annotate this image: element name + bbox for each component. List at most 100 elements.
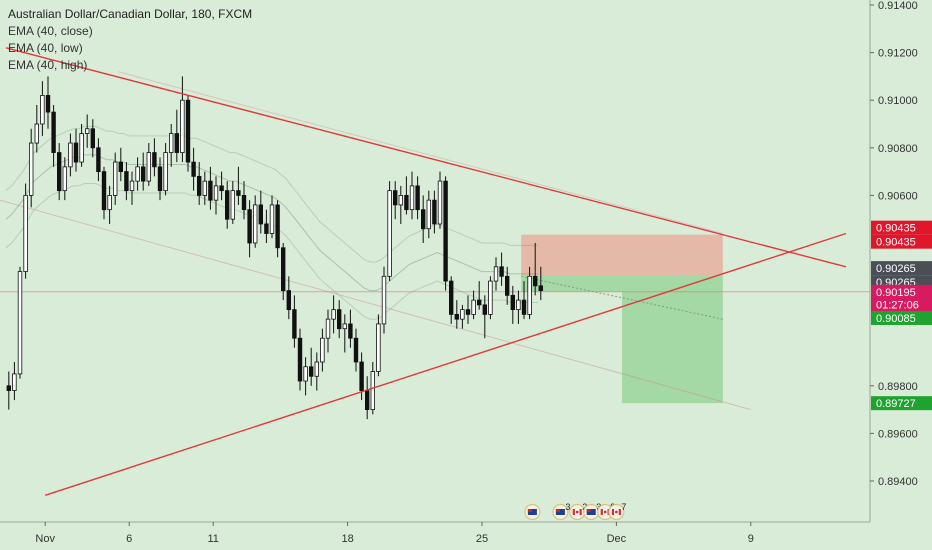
legend-ema-high[interactable]: EMA (40, high) [8,58,88,72]
take-profit-zone [521,275,723,404]
candle [476,281,482,310]
au-flag-icon [586,509,596,515]
y-tick-label: 0.91400 [878,0,918,12]
candle [521,281,527,320]
candle [387,181,392,282]
candle-body [258,204,263,225]
price-tag: 0.90265 [871,261,932,276]
price-tag: 01:27:06 [871,297,932,312]
event-marker[interactable]: 3 [552,502,571,521]
candle [297,328,303,391]
candle-body [107,194,112,211]
x-tick-label: Dec [607,533,627,545]
candle [409,171,415,220]
candle [437,171,443,229]
candle-body [129,180,135,192]
candle [107,185,112,224]
candle-body [454,313,459,320]
au-flag-icon [527,509,537,515]
candle-body [264,223,269,234]
x-tick-label: 11 [207,533,218,545]
candle-body [247,209,252,244]
candle-body [12,373,17,391]
candle [314,352,319,391]
candle [6,371,11,410]
legend-ema-close[interactable]: EMA (40, close) [8,24,93,38]
candle-body [359,361,364,391]
candle-body [493,266,499,282]
candle-body [353,337,359,363]
candle [57,143,62,201]
chart-legend: Australian Dollar/Canadian Dollar, 180, … [8,6,252,74]
candle-body [376,323,381,372]
candle-body [73,142,79,163]
candle [140,152,146,191]
ca-flag-left [572,509,575,515]
ca-flag-leaf [603,510,607,514]
candle [180,76,185,163]
candle-body [241,194,247,211]
candle [135,157,140,191]
candle [292,295,297,348]
candle-body [364,390,370,410]
candle [224,181,230,229]
candle [320,328,325,372]
price-tag-label: 0.90265 [876,263,916,275]
candle [236,166,241,205]
candle-body [62,166,67,192]
price-tag-label: 0.89727 [876,398,916,410]
candle-body [269,204,275,234]
candle-body [303,366,308,382]
candle-body [314,361,319,377]
candle [62,157,67,201]
candle-body [387,190,392,277]
candle-body [113,161,118,196]
candle-body [174,133,179,153]
candle [404,176,409,215]
price-tag-bg [871,310,932,325]
candle-body [392,190,398,206]
candle-body [510,294,515,311]
candle [146,143,151,186]
candle [101,166,107,220]
candle-body [96,147,101,173]
legend-ema-low[interactable]: EMA (40, low) [8,41,83,55]
candle-body [275,204,280,249]
price-tag-bg [871,220,932,235]
candle [454,300,459,329]
plot-area [0,0,870,522]
y-tick-label: 0.90800 [878,143,918,155]
event-count: 7 [621,502,626,512]
price-tag-label: 0.90435 [876,237,916,249]
candle [85,114,90,148]
candle-body [185,99,191,163]
event-marker[interactable]: 7 [608,502,627,521]
candle [381,266,387,334]
candle-body [146,152,151,182]
candle [90,119,95,158]
price-tag: 0.89727 [871,396,932,411]
candle [168,124,174,167]
au-flag-icon [555,509,565,515]
candle [527,266,532,320]
candle-body [297,337,303,382]
candle [185,95,191,172]
event-marker[interactable]: 3 [583,502,602,521]
candle [241,181,247,220]
candle [392,181,398,220]
candle [113,152,118,205]
candle [510,285,515,324]
ca-flag-leaf [615,510,618,514]
event-marker[interactable]: 2 [569,502,588,521]
candle [331,295,336,334]
x-tick-label: 9 [748,533,754,545]
event-marker[interactable] [524,503,541,521]
candle-body [219,185,224,192]
ca-flag-left [611,509,615,515]
candle [230,181,235,224]
candle [398,185,403,224]
candle-body [152,152,157,168]
x-tick-label: 6 [126,533,132,545]
